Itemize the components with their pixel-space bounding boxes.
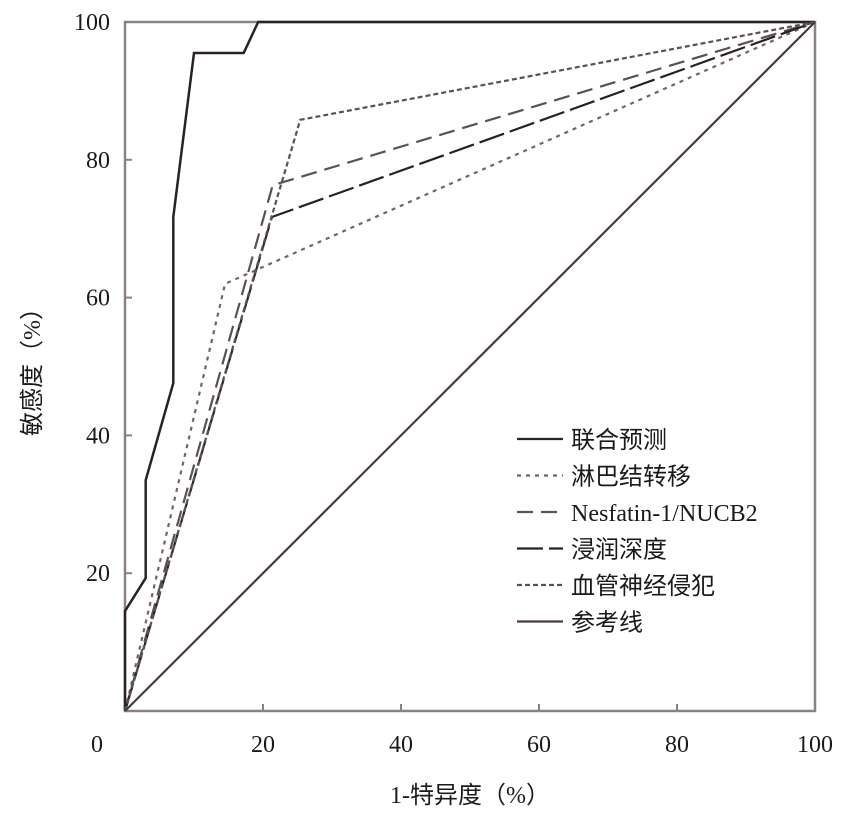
x-tick-label: 40 xyxy=(389,732,413,758)
y-tick-label: 20 xyxy=(86,561,110,587)
legend-label: 浸润深度 xyxy=(571,537,667,564)
legend-label: 淋巴结转移 xyxy=(571,464,691,491)
y-tick-label: 40 xyxy=(86,423,110,449)
series-line-4 xyxy=(123,20,816,712)
series-line-2 xyxy=(123,20,816,712)
x-tick-label: 100 xyxy=(797,732,833,758)
x-tick-label: 20 xyxy=(251,732,275,758)
y-tick-label: 80 xyxy=(86,148,110,174)
legend-label: Nesfatin-1/NUCB2 xyxy=(571,501,758,527)
y-axis-label: 敏感度（%） xyxy=(19,296,46,436)
legend-label: 血管神经侵犯 xyxy=(571,573,715,600)
legend-label: 参考线 xyxy=(571,610,643,637)
legend-label: 联合预测 xyxy=(571,427,667,454)
x-axis-label: 1-特异度（%） xyxy=(390,782,550,809)
x-tick-label: 80 xyxy=(665,732,689,758)
x-tick-label: 0 xyxy=(91,732,103,758)
y-tick-label: 100 xyxy=(74,10,110,36)
series-line-5 xyxy=(124,21,816,712)
x-tick-label: 60 xyxy=(527,732,551,758)
series-line-0 xyxy=(123,20,815,711)
series-line-1 xyxy=(123,20,816,712)
y-tick-label: 60 xyxy=(86,286,110,312)
